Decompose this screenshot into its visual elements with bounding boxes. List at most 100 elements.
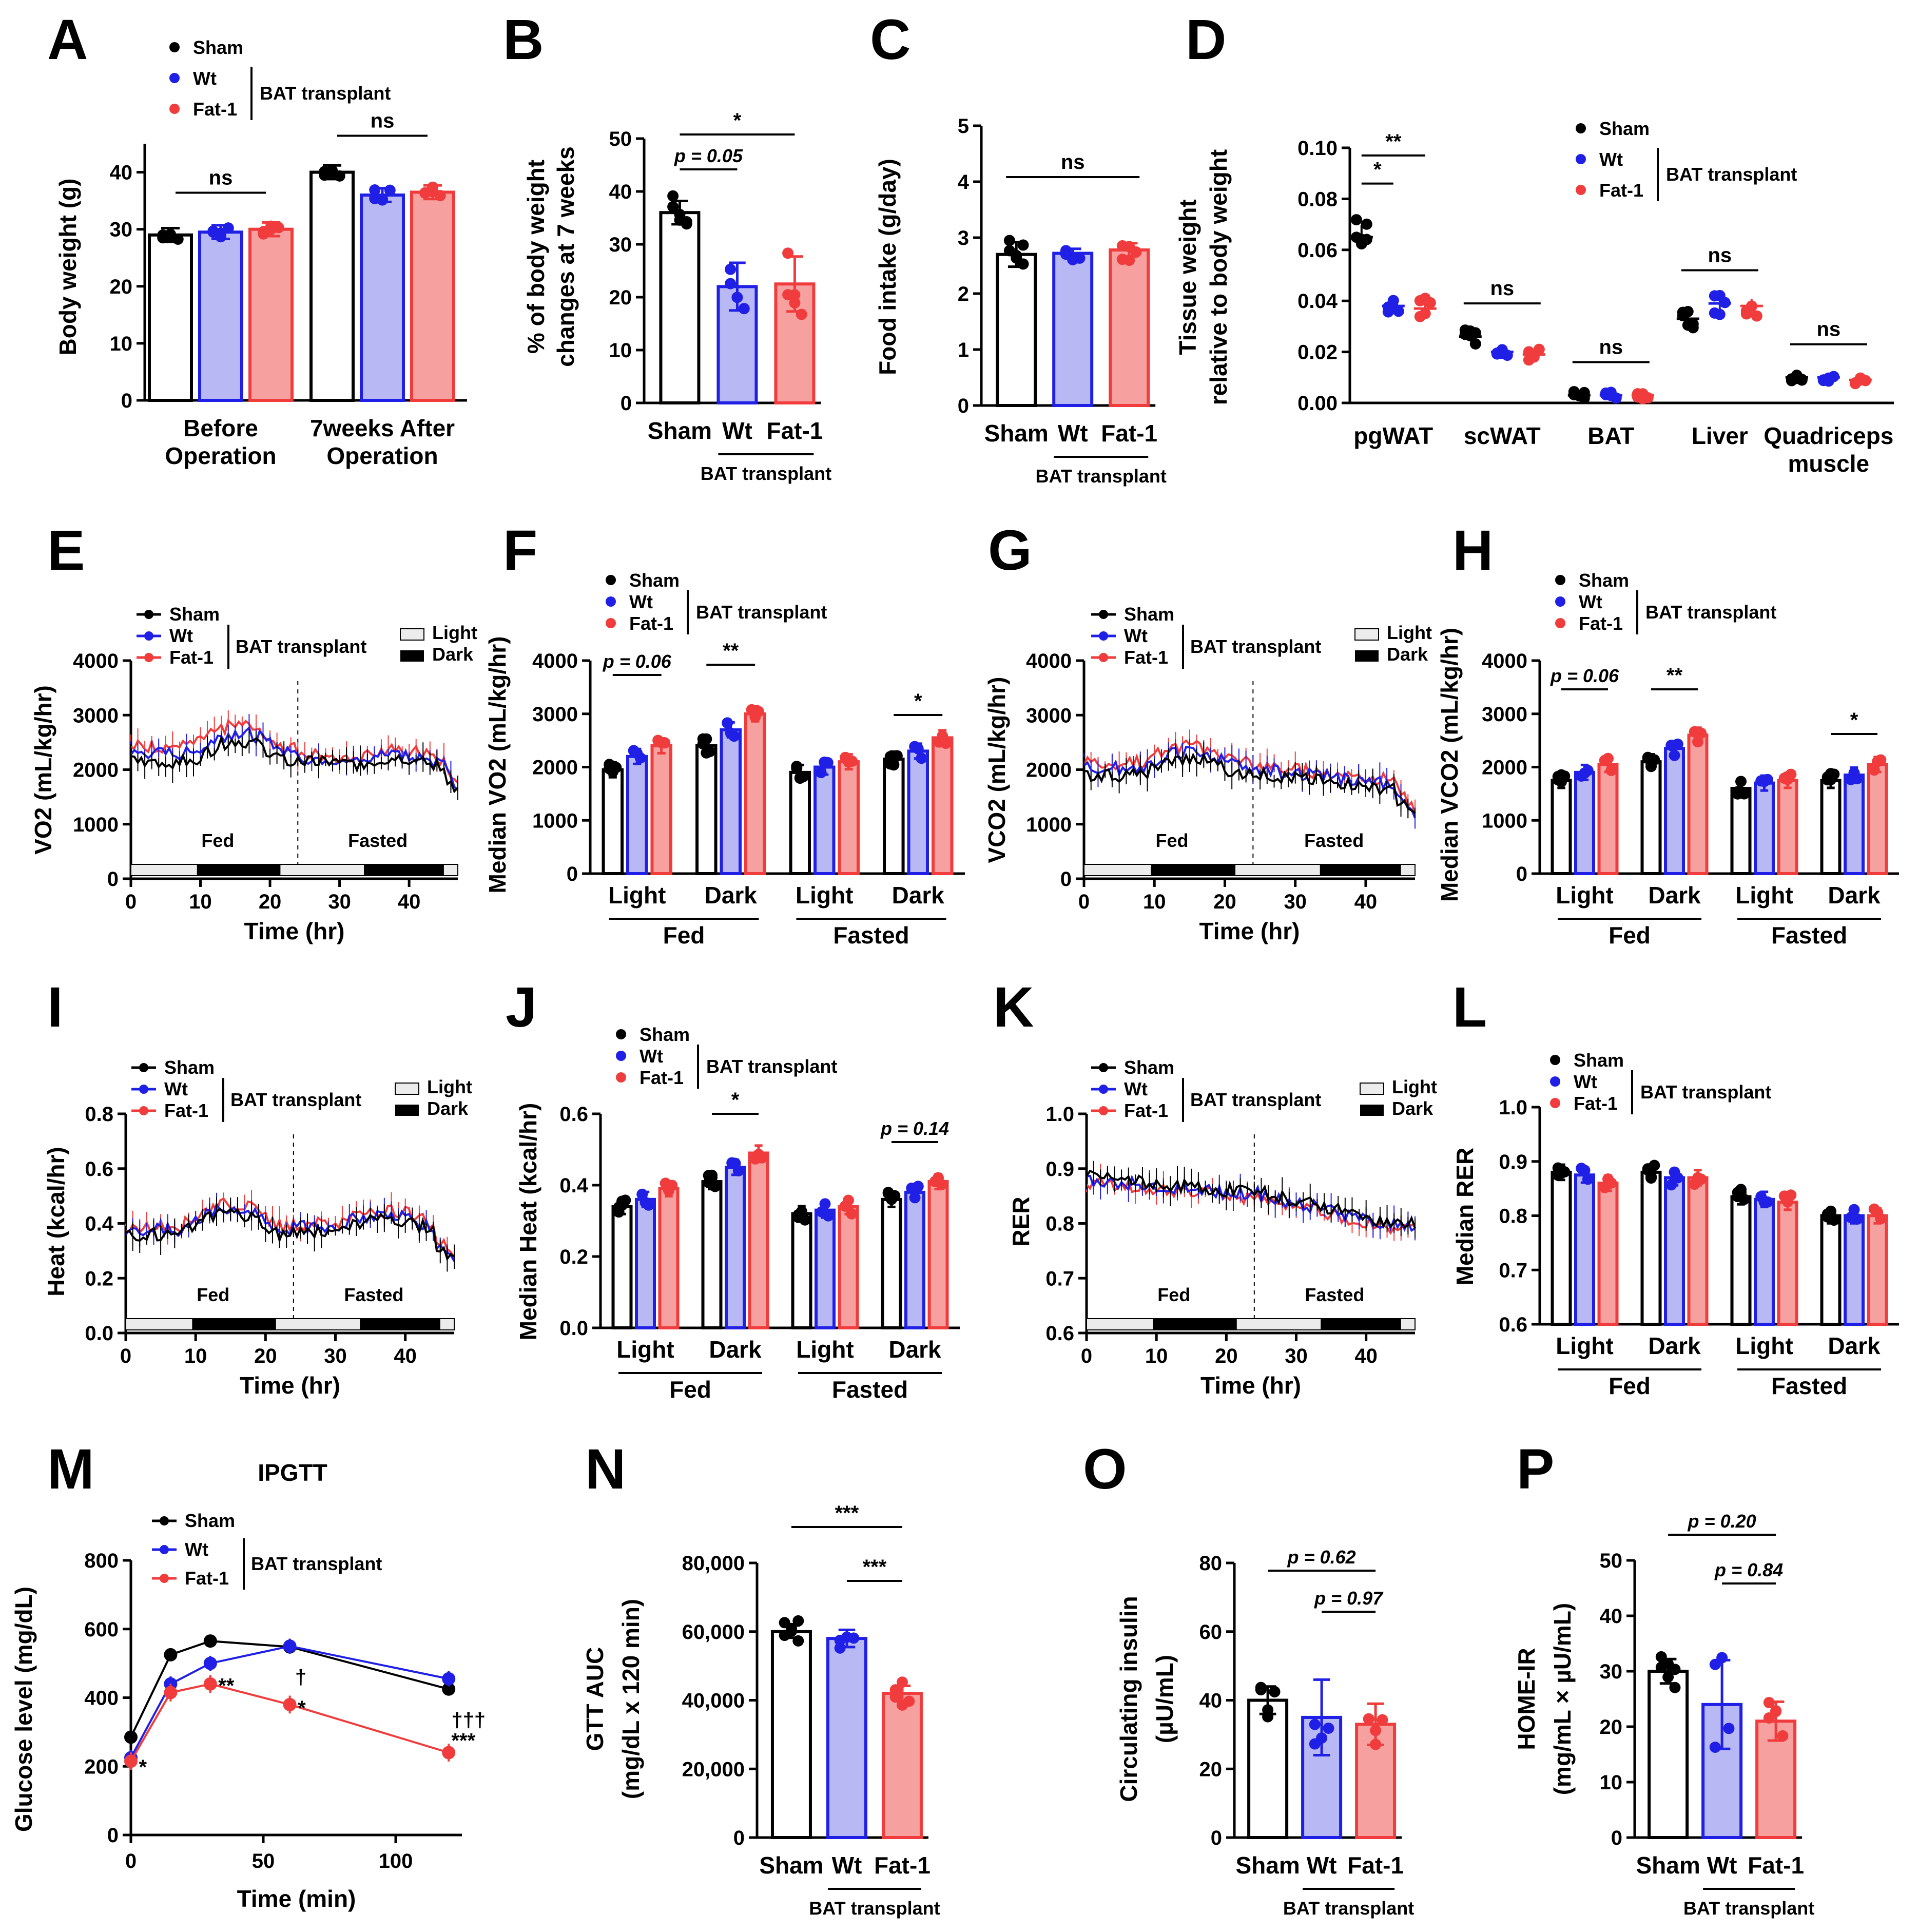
panel-J-legend-sham: Sham	[640, 1024, 690, 1045]
panel-A-fat-1-bar	[410, 190, 455, 402]
panel-B-sig-label: *	[733, 109, 742, 132]
panel-G-x-tick-label: 40	[1354, 891, 1378, 913]
panel-H-wt-bar	[1574, 770, 1595, 875]
panel-M-y-tick-label: 400	[84, 1687, 119, 1710]
panel-A-sig-label: ns	[209, 167, 233, 189]
panel-C-sham-point	[1003, 245, 1015, 257]
panel-G-dark-bar	[1320, 864, 1401, 876]
panel-F-wt-bar	[720, 728, 742, 875]
panel-M-series-fat-1	[130, 1683, 449, 1762]
panel-F-sig-label: **	[723, 640, 739, 662]
panel-H-fat-1-point	[1602, 752, 1614, 764]
panel-I-y-tick-label: 0.4	[85, 1213, 113, 1235]
panel-G-series-sham	[1083, 752, 1416, 814]
panel-E-legend-fat-1: Fat-1	[169, 647, 214, 668]
panel-D-y-tick-label: 0.00	[1297, 392, 1338, 415]
panel-H-legend-wt: Wt	[1579, 591, 1602, 612]
panel-O-x-tick-label: Sham	[1235, 1852, 1300, 1879]
panel-F-y-tick-label: 2000	[532, 757, 578, 779]
panel-L-y-tick-label: 0.6	[1499, 1313, 1527, 1336]
panel-M-point	[124, 1730, 138, 1744]
panel-P-sham-point	[1662, 1671, 1674, 1683]
panel-B-sham-bar	[659, 211, 701, 404]
panel-I-dark-bar	[192, 1319, 276, 1330]
panel-P-sham-point	[1655, 1661, 1667, 1673]
panel-J-wt-point	[819, 1198, 831, 1210]
panel-A-y-tick-label: 0	[121, 390, 132, 412]
panel-B: 0 10 20 30 40 50 Sham Wt Fat-1 BAT transplant % of…	[522, 109, 831, 484]
panel-F-y-tick-label: 4000	[532, 650, 578, 672]
panel-D-point	[1392, 305, 1404, 317]
panel-G-legend-dark-swatch	[1355, 650, 1379, 662]
panel-label-N: N	[585, 1438, 626, 1501]
panel-P-sig-label: p = 0.20	[1688, 1511, 1756, 1532]
panel-I-series-sham	[125, 1207, 455, 1261]
panel-M-legend-dot	[160, 1545, 169, 1554]
panel-G-y-tick-label: 3000	[1026, 704, 1072, 727]
panel-J-wt-point	[643, 1199, 654, 1211]
panel-F-fat-1-bar	[838, 760, 860, 875]
panel-F-fat-1-point	[940, 738, 952, 749]
panel-J-sham-bar	[701, 1180, 723, 1330]
panel-H-wt-point	[1582, 764, 1594, 776]
panel-F-sham-point	[891, 750, 903, 762]
panel-C-y-label: Food intake (g/day)	[874, 159, 901, 375]
panel-P-y-tick-label: 50	[1600, 1550, 1623, 1572]
panel-C-sham-point	[1003, 235, 1015, 246]
panel-J-wt-bar	[725, 1166, 746, 1329]
panel-O-y-tick-label: 40	[1199, 1690, 1223, 1712]
panel-N-sham-point	[792, 1615, 804, 1627]
panel-J-sham-point	[613, 1206, 625, 1218]
panel-J: 0.0 0.2 0.4 0.6 Light Dark Light Dark Fed Fasted M…	[515, 1024, 960, 1403]
panel-B-y-tick-label: 0	[621, 392, 632, 415]
panel-F-sig-label: p = 0.06	[603, 651, 672, 672]
panel-A-wt-bar	[198, 230, 243, 402]
panel-A-sham-point	[326, 166, 338, 178]
panel-F-group-label: Fed	[663, 922, 705, 949]
panel-C-x-tick-label: Sham	[984, 420, 1049, 447]
panel-H-x-tick-label: Light	[1735, 882, 1793, 909]
panel-J-sham-point	[796, 1206, 807, 1218]
panel-O-wt-point	[1323, 1722, 1334, 1734]
panel-I-legend-dot	[139, 1063, 148, 1072]
panel-N-fat-1-point	[889, 1691, 901, 1703]
panel-D-point	[1751, 310, 1762, 322]
panel-H-x-tick-label: Light	[1556, 882, 1613, 909]
panel-H-sig-label: p = 0.06	[1550, 665, 1619, 686]
panel-M-annotation: *	[298, 1697, 306, 1720]
panel-N-wt-point	[848, 1632, 860, 1644]
panel-A-legend-group: BAT transplant	[260, 83, 391, 104]
panel-L-wt-point	[1761, 1196, 1773, 1208]
panel-F-sham-point	[888, 759, 900, 770]
panel-F-wt-point	[912, 743, 924, 755]
panel-L-sham-bar	[1730, 1195, 1752, 1326]
panel-N-sig-label: ***	[835, 1502, 859, 1524]
panel-I-legend-dot	[139, 1106, 148, 1115]
panel-label-A: A	[47, 8, 88, 71]
panel-D-y-tick-label: 0.04	[1297, 290, 1338, 313]
panel-E-y-tick-label: 2000	[73, 759, 119, 782]
panel-B-wt-point	[725, 278, 737, 289]
panel-M-x-label: Time (min)	[237, 1885, 356, 1912]
panel-J-sham-point	[616, 1195, 628, 1207]
panel-H-sham-point	[1732, 786, 1743, 798]
panel-M-legend-dot	[160, 1574, 169, 1583]
panel-F-sham-bar	[695, 744, 718, 875]
panel-E-y-tick-label: 1000	[73, 814, 119, 836]
panel-M-annotation: **	[218, 1674, 235, 1697]
panel-A-fat-1-point	[427, 186, 438, 198]
panel-label-O: O	[1083, 1438, 1127, 1501]
panel-N-y-tick-label: 0	[733, 1827, 745, 1849]
panel-M-legend-fat-1: Fat-1	[185, 1568, 229, 1589]
panel-J-legend-dot	[616, 1051, 626, 1061]
panel-O-x-tick-label: Wt	[1307, 1852, 1337, 1879]
panel-F-x-tick-label: Light	[608, 882, 666, 909]
panel-L-group-label: Fasted	[1771, 1373, 1847, 1399]
panel-E-x-tick-label: 10	[189, 891, 212, 913]
panel-F-sham-point	[607, 760, 618, 772]
panel-J-fat-1-point	[843, 1194, 854, 1206]
panel-B-x-tick-label: Wt	[722, 417, 752, 444]
panel-E-legend-wt: Wt	[169, 625, 193, 646]
panel-L-wt-point	[1672, 1172, 1683, 1184]
panel-K: 0.6 0.7 0.8 0.9 1.0 0 10 20 30 40 Time (hr) Fed Fast…	[1008, 1057, 1437, 1399]
